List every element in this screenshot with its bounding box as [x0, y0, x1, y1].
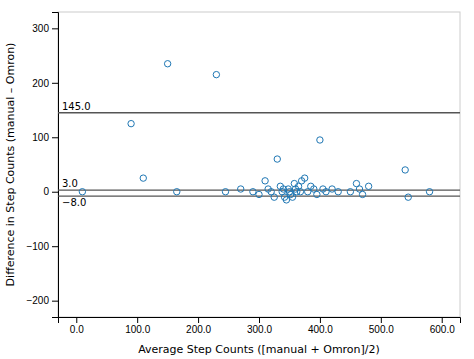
tick-mark: [320, 317, 321, 323]
point: [323, 189, 329, 195]
point: [329, 186, 335, 192]
point: [359, 191, 365, 197]
tick: 400.0: [308, 317, 333, 335]
point: [347, 189, 353, 195]
point: [238, 186, 244, 192]
tick-mark: [137, 317, 138, 323]
tick-mark: [198, 317, 199, 323]
y-axis-title: Difference in Step Counts (manual – Omro…: [4, 43, 17, 287]
tick-label: −200: [26, 295, 49, 306]
tick-mark: [52, 137, 58, 138]
tick-mark: [259, 317, 260, 323]
tick-label: 600.0: [430, 324, 455, 335]
tick-label: −100: [26, 241, 49, 252]
point: [289, 194, 295, 200]
tick-mark: [442, 317, 443, 323]
tick-mark: [76, 317, 77, 323]
tick-label: 500.0: [369, 324, 394, 335]
plot: 0.0 100.0 200.0 300.0 400.0 500.0 600.0 −200 −10…: [26, 12, 460, 335]
tick-mark: [52, 83, 58, 84]
point: [297, 189, 303, 195]
tick: 200: [32, 78, 58, 89]
tick-label: 0.0: [70, 324, 84, 335]
reference-line: [58, 112, 460, 113]
point: [250, 189, 256, 195]
tick: 300: [32, 23, 58, 34]
point: [405, 194, 411, 200]
point: [301, 175, 307, 181]
tick-label: 100: [32, 132, 49, 143]
tick-mark: [52, 246, 58, 247]
chart: 0.0 100.0 200.0 300.0 400.0 500.0 600.0 −200 −10…: [0, 0, 474, 359]
tick-label: 300: [32, 23, 49, 34]
x-axis-title: Average Step Counts ([manual + Omron]/2): [138, 343, 380, 356]
tick: 200.0: [186, 317, 211, 335]
tick-label: 200.0: [186, 324, 211, 335]
point: [174, 189, 180, 195]
axis-line: [59, 318, 461, 324]
point: [365, 183, 371, 189]
point: [222, 189, 228, 195]
point: [164, 61, 170, 67]
tick: 0: [43, 186, 58, 197]
reference-label: 3.0: [62, 178, 78, 189]
tick: −100: [26, 241, 58, 252]
marks: [58, 61, 460, 204]
point: [335, 189, 341, 195]
tick-mark: [52, 192, 58, 193]
tick: 100.0: [125, 317, 150, 335]
tick-label: 400.0: [308, 324, 333, 335]
x-axis: 0.0 100.0 200.0 300.0 400.0 500.0 600.0: [59, 317, 461, 335]
tick-label: 200: [32, 78, 49, 89]
point: [283, 197, 289, 203]
tick-mark: [52, 301, 58, 302]
point: [256, 191, 262, 197]
point: [317, 137, 323, 143]
annotations: 145.0 3.0 −8.0: [62, 101, 91, 209]
axis-line: [52, 13, 59, 318]
tick: 600.0: [430, 317, 455, 335]
tick: 0.0: [70, 317, 84, 335]
point: [213, 71, 219, 77]
reference-label: −8.0: [62, 197, 86, 208]
tick-label: 0: [43, 186, 49, 197]
tick: −200: [26, 295, 58, 306]
point: [426, 189, 432, 195]
tick-mark: [52, 28, 58, 29]
tick: 500.0: [369, 317, 394, 335]
tick-label: 300.0: [247, 324, 272, 335]
point: [402, 167, 408, 173]
point: [274, 156, 280, 162]
point: [140, 175, 146, 181]
tick: 300.0: [247, 317, 272, 335]
plot-frame: [58, 12, 460, 317]
y-axis: −200 −100 0 100 200 300: [26, 13, 58, 318]
point: [271, 194, 277, 200]
reference-line: [58, 195, 460, 196]
point: [314, 191, 320, 197]
tick: 100: [32, 132, 58, 143]
point: [128, 120, 134, 126]
tick-label: 100.0: [125, 324, 150, 335]
reference-label: 145.0: [62, 101, 91, 112]
point: [79, 189, 85, 195]
tick-mark: [381, 317, 382, 323]
reference-line: [58, 189, 460, 190]
point: [262, 178, 268, 184]
